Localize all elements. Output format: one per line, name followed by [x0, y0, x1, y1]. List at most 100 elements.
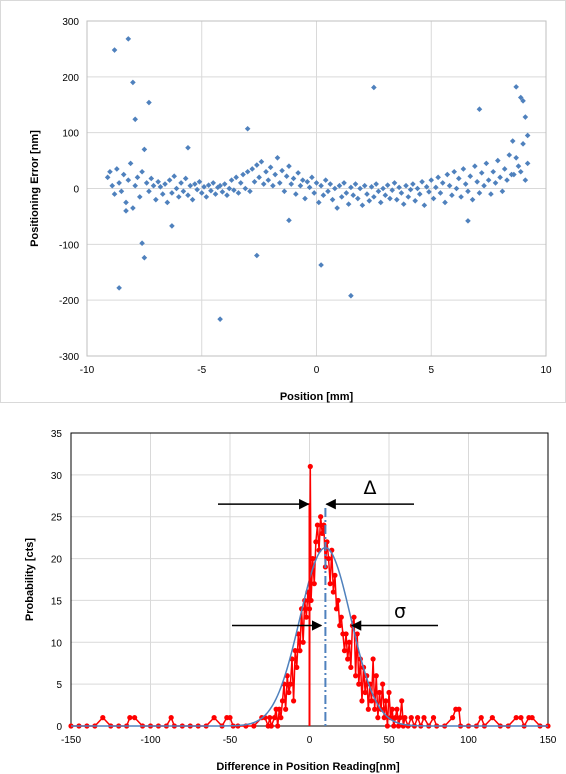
histogram-point: [421, 715, 427, 721]
y-tick-label: 200: [62, 73, 79, 84]
scatter-point: [423, 184, 430, 190]
x-tick-label: 10: [540, 365, 552, 376]
histogram-point: [353, 673, 359, 679]
histogram-point: [370, 656, 376, 662]
scatter-point: [146, 99, 152, 106]
histogram-point: [450, 715, 456, 721]
histogram-point: [354, 631, 360, 637]
histogram-point: [292, 648, 298, 654]
scatter-point: [517, 94, 524, 101]
scatter-point: [403, 182, 409, 189]
scatter-point: [524, 160, 531, 167]
y-tick-label: 20: [51, 555, 63, 566]
histogram-point: [314, 522, 321, 528]
histogram-point: [380, 681, 386, 687]
scatter-point: [212, 191, 219, 197]
scatter-point: [488, 191, 494, 197]
scatter-point: [320, 192, 327, 198]
scatter-point: [118, 188, 125, 195]
scatter-chart-panel: -10 -5 0 5 10 -300 -200 -100 0 100 200 300 Position …: [0, 0, 566, 403]
scatter-point: [313, 180, 320, 186]
scatter-point: [270, 182, 276, 189]
scatter-point: [139, 240, 145, 247]
scatter-point: [201, 184, 207, 190]
scatter-point: [130, 79, 136, 86]
scatter-point: [240, 171, 246, 178]
scatter-point: [522, 177, 529, 183]
scatter-point: [336, 182, 343, 189]
plot-area: [86, 20, 547, 357]
scatter-point: [355, 195, 361, 202]
histogram-point: [392, 715, 398, 721]
y-tick-label: 0: [56, 722, 62, 733]
scatter-point: [343, 190, 350, 196]
scatter-point: [442, 199, 448, 206]
scatter-point: [111, 47, 118, 53]
scatter-point: [251, 179, 258, 185]
scatter-point: [125, 177, 132, 183]
y-tick-label: 100: [62, 129, 79, 140]
scatter-point: [371, 194, 377, 200]
scatter-point: [104, 174, 111, 181]
scatter-point: [315, 199, 322, 206]
histogram-point: [319, 530, 325, 537]
scatter-point: [469, 196, 476, 203]
histogram-point: [318, 514, 324, 520]
histogram-point: [362, 689, 368, 696]
histogram-point: [268, 723, 274, 729]
histogram-point: [408, 715, 414, 721]
histogram-point: [489, 715, 495, 721]
histogram-point: [373, 673, 379, 679]
histogram-point: [251, 723, 257, 729]
scatter-point: [237, 180, 244, 186]
scatter-point: [465, 218, 471, 224]
histogram-point: [100, 715, 106, 721]
histogram-point: [343, 631, 349, 637]
scatter-point: [389, 187, 396, 193]
scatter-point: [508, 171, 515, 178]
scatter-point: [384, 182, 391, 188]
scatter-point: [513, 154, 519, 161]
x-tick-label: 0: [307, 735, 313, 746]
histogram-point: [337, 622, 343, 629]
scatter-point: [462, 181, 469, 187]
scatter-point: [481, 182, 487, 189]
scatter-point: [492, 180, 499, 186]
scatter-point: [495, 157, 501, 164]
scatter-point: [267, 164, 274, 171]
scatter-point: [205, 182, 212, 188]
sigma-label: σ: [394, 601, 406, 623]
y-tick-label: 0: [73, 185, 79, 196]
scatter-point: [159, 191, 166, 197]
histogram-point: [291, 698, 297, 704]
scatter-point: [318, 262, 324, 268]
scatter-point: [364, 191, 370, 197]
scatter-point: [265, 177, 272, 183]
x-tick-label: -150: [61, 735, 81, 746]
scatter-point: [348, 292, 354, 299]
scatter-point: [231, 187, 237, 193]
scatter-point: [366, 197, 373, 204]
histogram-point: [335, 597, 341, 604]
histogram-point: [395, 723, 402, 729]
scatter-point: [345, 201, 352, 207]
histogram-point: [307, 463, 313, 470]
scatter-point: [162, 181, 168, 187]
scatter-point: [478, 170, 485, 176]
histogram-point: [283, 706, 289, 712]
scatter-point: [467, 173, 474, 180]
scatter-point: [400, 201, 407, 207]
histogram-point: [372, 706, 378, 712]
scatter-point: [377, 199, 384, 206]
histogram-point: [399, 698, 405, 704]
scatter-point: [439, 180, 446, 186]
y-tick-label: 300: [62, 17, 79, 28]
scatter-point: [371, 84, 377, 91]
scatter-point: [242, 185, 249, 192]
delta-label: Δ: [364, 477, 377, 499]
x-tick-label: 5: [428, 365, 434, 376]
scatter-point: [219, 189, 226, 195]
scatter-point: [426, 189, 432, 195]
y-tick-label: 15: [51, 596, 63, 607]
histogram-point: [313, 539, 319, 545]
